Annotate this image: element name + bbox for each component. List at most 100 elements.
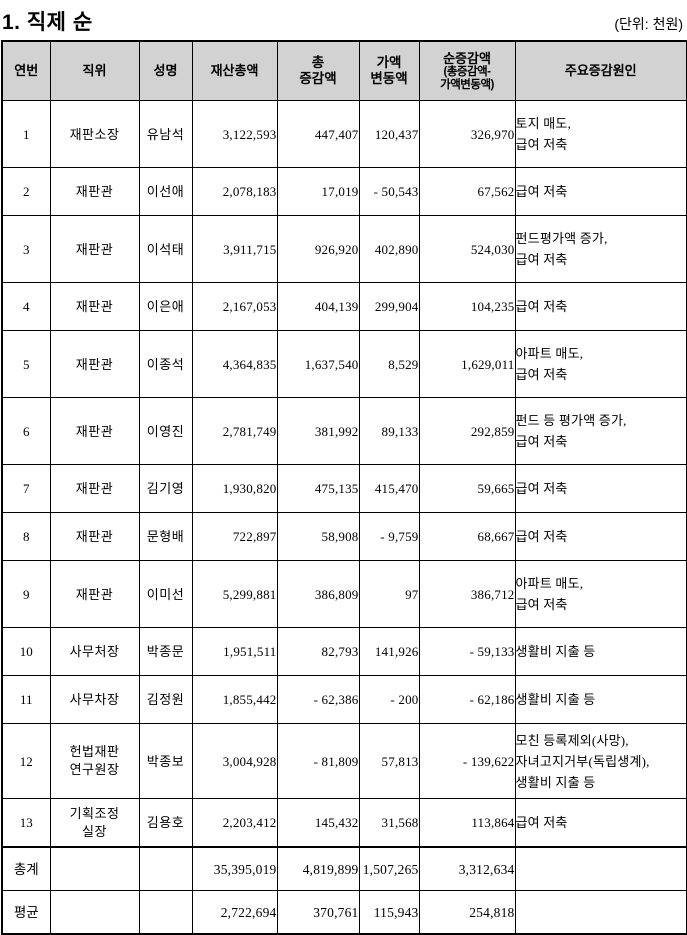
- cell-reason: 급여 저축: [514, 512, 687, 561]
- cell-name: 이석태: [138, 215, 193, 283]
- cell-total-assets: 3,122,593: [191, 100, 278, 168]
- summary-net-change: 3,312,634: [418, 846, 516, 891]
- table-header: 연번 직위 성명 재산총액 총 증감액 가액 변동액 순증감액 (총증감액-: [1, 40, 687, 101]
- cell-net-change: 292,859: [418, 397, 516, 465]
- cell-name: 유남석: [138, 100, 193, 168]
- cell-reason: 급여 저축: [514, 464, 687, 513]
- cell-name: 김용호: [138, 798, 193, 848]
- table-row: 9 재판관 이미선 5,299,881 386,809 97 386,712 아…: [1, 560, 687, 628]
- cell-no: 11: [1, 675, 51, 724]
- col-header-net-change: 순증감액 (총증감액- 가액변동액): [418, 40, 516, 101]
- cell-total-change: 386,809: [276, 560, 360, 628]
- cell-net-change: 524,030: [418, 215, 516, 283]
- cell-value-change: - 50,543: [358, 167, 420, 216]
- col-header-value-change: 가액 변동액: [358, 40, 420, 101]
- reason-line: 급여 저축: [515, 434, 568, 449]
- reason-line: 급여 저축: [515, 299, 568, 314]
- cell-reason: 펀드 등 평가액 증가, 급여 저축: [514, 397, 687, 465]
- cell-position: 재판관: [49, 167, 140, 216]
- cell-position: 재판관: [49, 464, 140, 513]
- summary-name-blank: [138, 846, 193, 891]
- col-header-total-change: 총 증감액: [276, 40, 360, 101]
- cell-no: 3: [1, 215, 51, 283]
- cell-total-assets: 3,004,928: [191, 723, 278, 799]
- cell-name: 김기영: [138, 464, 193, 513]
- summary-total-change: 370,761: [276, 890, 360, 935]
- cell-no: 1: [1, 100, 51, 168]
- table-container: 연번 직위 성명 재산총액 총 증감액 가액 변동액 순증감액 (총증감액-: [0, 40, 687, 935]
- cell-name: 김정원: [138, 675, 193, 724]
- summary-label-average: 평균: [1, 890, 51, 935]
- cell-position: 재판관: [49, 512, 140, 561]
- summary-total-assets: 2,722,694: [191, 890, 278, 935]
- col-header-value-change-line1: 가액: [376, 55, 402, 70]
- table-row: 11 사무차장 김정원 1,855,442 - 62,386 - 200 - 6…: [1, 675, 687, 724]
- cell-total-change: - 81,809: [276, 723, 360, 799]
- summary-net-change: 254,818: [418, 890, 516, 935]
- position-line: 기획조정: [69, 805, 120, 821]
- cell-net-change: 59,665: [418, 464, 516, 513]
- reason-line: 펀드 등 평가액 증가,: [515, 413, 627, 428]
- reason-line: 자녀고지거부(독립생계),: [515, 753, 650, 769]
- table-row: 1 재판소장 유남석 3,122,593 447,407 120,437 326…: [1, 100, 687, 168]
- cell-no: 9: [1, 560, 51, 628]
- cell-no: 4: [1, 282, 51, 331]
- cell-reason: 아파트 매도, 급여 저축: [514, 560, 687, 628]
- cell-total-assets: 4,364,835: [191, 330, 278, 398]
- cell-name: 이영진: [138, 397, 193, 465]
- cell-no: 8: [1, 512, 51, 561]
- cell-net-change: 113,864: [418, 798, 516, 848]
- reason-line: 급여 저축: [515, 815, 568, 830]
- table-row: 8 재판관 문형배 722,897 58,908 - 9,759 68,667 …: [1, 512, 687, 561]
- cell-reason: 모친 등록제외(사망), 자녀고지거부(독립생계), 생활비 지출 등: [514, 723, 687, 799]
- table-row: 12 헌법재판 연구원장 박종보 3,004,928 - 81,809 57,8…: [1, 723, 687, 799]
- unit-note: (단위: 천원): [614, 16, 683, 32]
- position-line: 헌법재판: [69, 744, 120, 759]
- cell-net-change: 104,235: [418, 282, 516, 331]
- table-row-average: 평균 2,722,694 370,761 115,943 254,818: [1, 890, 687, 935]
- cell-reason: 급여 저축: [514, 282, 687, 331]
- reason-line: 모친 등록제외(사망),: [515, 732, 629, 748]
- cell-value-change: 97: [358, 560, 420, 628]
- cell-total-assets: 2,167,053: [191, 282, 278, 331]
- cell-name: 문형배: [138, 512, 193, 561]
- table-row-total: 총계 35,395,019 4,819,899 1,507,265 3,312,…: [1, 846, 687, 891]
- cell-total-assets: 1,855,442: [191, 675, 278, 724]
- cell-total-assets: 5,299,881: [191, 560, 278, 628]
- reason-line: 급여 저축: [515, 137, 568, 152]
- col-header-net-change-sub2: 가액변동액): [440, 78, 494, 91]
- reason-line: 생활비 지출 등: [515, 692, 596, 707]
- cell-no: 7: [1, 464, 51, 513]
- cell-total-change: 926,920: [276, 215, 360, 283]
- table-row: 10 사무처장 박종문 1,951,511 82,793 141,926 - 5…: [1, 627, 687, 676]
- cell-value-change: 120,437: [358, 100, 420, 168]
- summary-name-blank: [138, 890, 193, 935]
- cell-position: 재판관: [49, 215, 140, 283]
- col-header-name: 성명: [138, 40, 193, 101]
- cell-net-change: - 62,186: [418, 675, 516, 724]
- summary-value-change: 115,943: [358, 890, 420, 935]
- cell-total-change: 404,139: [276, 282, 360, 331]
- cell-name: 박종보: [138, 723, 193, 799]
- col-header-position: 직위: [49, 40, 140, 101]
- cell-net-change: 67,562: [418, 167, 516, 216]
- title-row: 1. 직제 순 (단위: 천원): [0, 0, 687, 40]
- cell-name: 이은애: [138, 282, 193, 331]
- position-line: 연구원장: [69, 762, 120, 777]
- cell-position: 헌법재판 연구원장: [49, 723, 140, 799]
- cell-name: 이선애: [138, 167, 193, 216]
- reason-line: 급여 저축: [515, 367, 568, 382]
- summary-reason-blank: [514, 890, 687, 935]
- table-row: 3 재판관 이석태 3,911,715 926,920 402,890 524,…: [1, 215, 687, 283]
- col-header-total-assets: 재산총액: [191, 40, 278, 101]
- cell-total-assets: 1,951,511: [191, 627, 278, 676]
- cell-value-change: 299,904: [358, 282, 420, 331]
- table-row: 5 재판관 이종석 4,364,835 1,637,540 8,529 1,62…: [1, 330, 687, 398]
- summary-total-assets: 35,395,019: [191, 846, 278, 891]
- table-body: 1 재판소장 유남석 3,122,593 447,407 120,437 326…: [1, 100, 687, 935]
- cell-total-change: 447,407: [276, 100, 360, 168]
- summary-total-change: 4,819,899: [276, 846, 360, 891]
- cell-net-change: 386,712: [418, 560, 516, 628]
- cell-net-change: 1,629,011: [418, 330, 516, 398]
